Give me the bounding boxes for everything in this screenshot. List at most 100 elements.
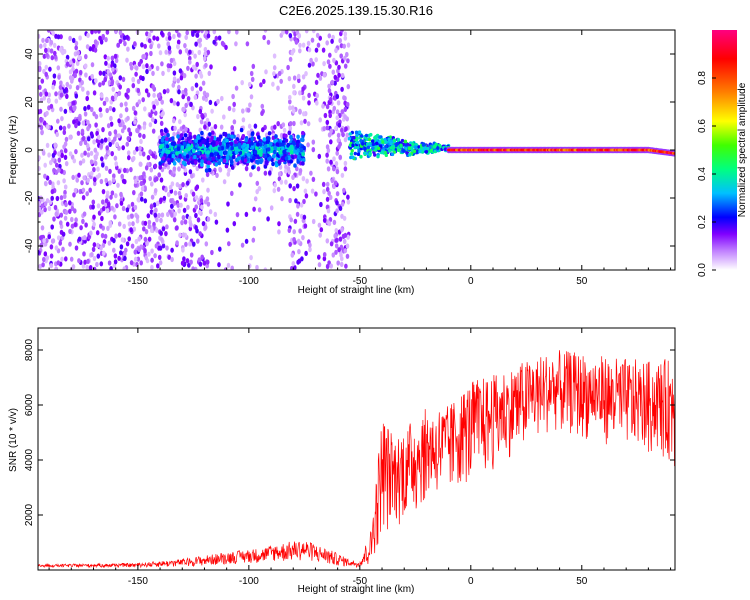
spectrogram-cell [206,49,211,56]
spectrogram-cell [39,91,43,97]
spectrogram-cell [151,117,155,123]
spectrogram-cell [63,108,68,114]
spectrogram-cell [136,256,141,262]
spectrogram-cell [301,152,305,157]
spectrogram-cell [248,102,252,108]
spectrogram-cell [190,160,195,165]
spectrogram-cell [136,87,141,94]
spectrogram-cell [77,55,81,61]
spectrogram-cell [164,231,168,237]
spectrogram-cell [123,41,127,47]
spectrogram-cell [296,148,301,153]
spectrogram-cell [267,131,272,136]
spectrogram-cell [301,176,306,182]
spectrogram-cell [367,137,372,142]
spectrogram-cell [105,107,109,114]
spectrogram-cell [309,170,313,176]
spectrogram-cell [286,64,290,71]
spectrogram-cell [113,253,118,259]
spectrogram-cell [220,146,225,151]
spectrogram-cell [326,59,331,65]
spectrogram-cell [101,206,106,212]
spectrogram-cell [193,134,197,139]
spectrogram-cell [214,219,219,225]
spectrogram-cell [52,167,56,173]
spectrogram-cell [241,108,245,114]
spectrogram-cell [280,142,285,147]
spectrogram-cell [97,172,102,178]
spectrogram-cell [165,245,169,251]
spectrogram-cell [333,180,338,186]
spectrogram-cell [249,70,254,77]
spectrogram-cell [99,93,104,99]
spectrogram-cell [260,110,264,116]
spectrogram-cell [44,64,49,70]
spectrogram-cell [101,199,105,205]
spectrogram-cell [74,40,79,47]
spectrogram-cell [119,250,123,256]
spectrogram-cell [133,249,138,255]
spectrogram-cell [91,246,96,252]
spectrogram-cell [322,72,327,78]
spectrogram-cell [267,157,271,162]
spectrogram-cell [166,133,170,138]
spectrogram-cell [86,90,90,96]
spectrogram-cell [335,191,340,197]
spectrogram-cell [86,119,90,125]
spectrogram-cell [293,265,297,270]
colorbar [712,30,737,270]
spectrogram-cell [162,147,166,152]
spectrogram-cell [61,231,66,237]
spectrogram-cell [281,30,285,35]
spectrogram-cell [81,158,86,164]
y-tick-label: 8000 [24,338,35,361]
spectrogram-cell [149,50,153,57]
spectrogram-cell [101,127,105,133]
spectrogram-cell [89,150,94,156]
spectrogram-cell [77,236,82,242]
spectrogram-cell [57,151,61,157]
spectrogram-cell [335,93,340,100]
spectrogram-cell [280,196,284,202]
spectrogram-cell [262,34,266,41]
spectrogram-cell [199,73,204,79]
spectrogram-cell [54,245,59,251]
spectrogram-cell [106,123,111,129]
y-tick-label: -20 [24,190,35,205]
spectrogram-cell [334,161,339,167]
spectrogram-cell [292,229,297,235]
spectrogram-cell [176,78,180,84]
spectrogram-cell [253,196,258,202]
spectrogram-cell [133,182,138,188]
spectrogram-cell [184,34,188,41]
spectrogram-cell [134,71,138,77]
spectrogram-cell [224,44,228,51]
spectrogram-cell [72,192,76,198]
spectrogram-cell [45,238,49,244]
spectrogram-cell [157,212,161,219]
spectrogram-cell [137,99,142,105]
spectrogram-cell [146,92,151,98]
spectrogram-cell [81,195,86,201]
spectrogram-cell [175,240,179,246]
spectrogram-cell [64,201,68,208]
spectrogram-cell [330,178,335,184]
spectrogram-cell [56,65,61,71]
spectrogram-cell [255,264,259,270]
x-tick-label: -50 [353,276,368,287]
spectrogram-cell [251,63,256,69]
spectrogram-cell [43,42,47,48]
spectrogram-cell [113,136,117,142]
spectrogram-cell [141,54,145,60]
spectrogram-cell [165,149,169,154]
x-tick-label: 50 [576,576,588,587]
spectrogram-cell [345,132,350,138]
spectrogram-cell [142,178,147,184]
spectrogram-cell [306,40,311,47]
spectrogram-cell [172,131,176,137]
spectrogram-cell [253,150,258,155]
spectrogram-cell [120,237,125,243]
spectrogram-cell [84,54,88,60]
spectrogram-cell [184,241,188,247]
spectrogram-cell [345,253,350,259]
